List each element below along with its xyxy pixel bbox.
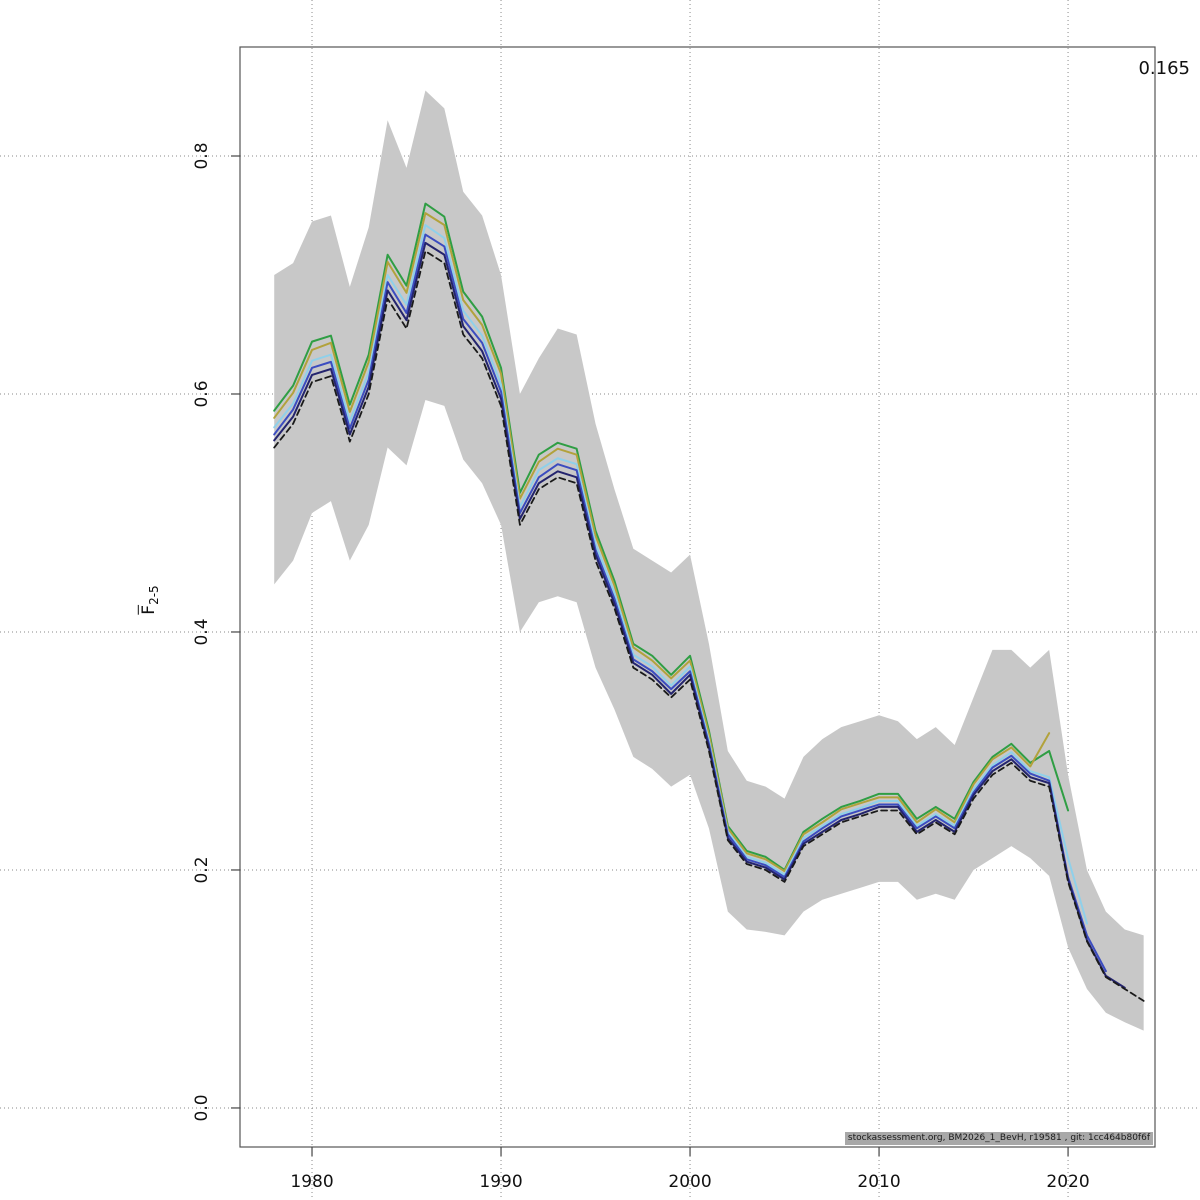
x-tick-label: 2000 — [668, 1172, 711, 1192]
confidence-band — [274, 90, 1144, 1031]
plot-border — [239, 46, 1156, 1148]
y-tick-label: 0.8 — [192, 142, 212, 169]
y-tick-label: 0.0 — [192, 1094, 212, 1121]
series-line-retro-navy — [273, 241, 1126, 989]
y-tick-label: 0.4 — [192, 618, 212, 645]
x-tick-label: 2020 — [1046, 1172, 1089, 1192]
series-line-retro-lightblue — [273, 224, 1088, 925]
y-tick-label: 0.2 — [192, 856, 212, 883]
series-line-base-run — [273, 250, 1145, 1002]
y-axis-title: F2-5 — [139, 585, 161, 614]
x-tick-label: 2010 — [857, 1172, 900, 1192]
series-line-retro-green — [273, 202, 1070, 871]
y-axis-title-symbol: F — [138, 604, 159, 615]
terminal-value-label: 0.165 — [1138, 58, 1190, 79]
y-axis-title-subscript: 2-5 — [147, 585, 162, 605]
series-line-retro-olive — [273, 212, 1051, 873]
x-tick-label: 1990 — [479, 1172, 522, 1192]
series-line-retro-blue — [273, 233, 1107, 973]
x-tick-label: 1980 — [290, 1172, 333, 1192]
y-tick-label: 0.6 — [192, 380, 212, 407]
watermark-label: stockassessment.org, BM2026_1_BevH, r195… — [844, 1132, 1153, 1145]
